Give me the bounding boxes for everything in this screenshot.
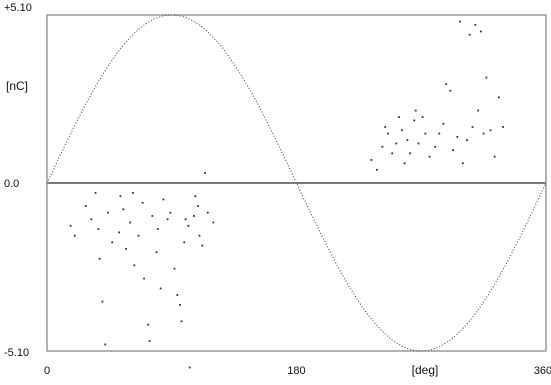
data-point: [198, 234, 201, 237]
data-point: [183, 241, 186, 244]
data-point: [468, 33, 471, 36]
data-point: [125, 247, 127, 250]
data-point: [375, 168, 378, 171]
data-point: [493, 155, 496, 158]
data-point: [384, 126, 387, 128]
data-point: [141, 201, 144, 204]
data-point: [479, 30, 482, 33]
data-point: [69, 224, 72, 227]
data-point: [485, 76, 488, 79]
data-point: [387, 132, 389, 135]
data-point: [187, 224, 190, 227]
data-point: [194, 195, 197, 198]
data-point: [180, 320, 183, 323]
data-point: [489, 129, 492, 132]
data-point: [212, 221, 215, 224]
data-point: [395, 142, 398, 145]
data-point: [442, 122, 445, 125]
data-point: [133, 264, 136, 267]
data-point: [413, 119, 416, 122]
data-point: [424, 132, 427, 135]
data-point: [381, 145, 384, 148]
data-point: [137, 234, 140, 237]
data-point: [151, 215, 154, 217]
y-tick-label-top: +5.10: [4, 2, 32, 14]
data-point: [143, 277, 145, 280]
data-point: [456, 135, 459, 138]
data-point: [452, 149, 455, 151]
data-point: [438, 132, 441, 135]
data-point: [459, 20, 461, 23]
data-point: [166, 218, 169, 221]
data-point: [94, 191, 97, 194]
data-point: [173, 267, 176, 270]
data-point: [197, 205, 199, 207]
data-point: [159, 287, 162, 290]
data-point: [204, 172, 206, 175]
data-point: [477, 109, 479, 112]
x-tick-label-360: 360: [534, 365, 551, 377]
data-point: [179, 303, 181, 306]
data-points-layer: [69, 20, 504, 369]
data-point: [434, 145, 437, 148]
data-point: [421, 116, 424, 119]
data-point: [403, 162, 406, 165]
data-point: [169, 211, 172, 214]
data-point: [428, 155, 431, 158]
data-point: [406, 139, 409, 142]
reference-sine-curve: [46, 14, 547, 352]
data-point: [104, 343, 107, 346]
data-point: [400, 129, 403, 132]
data-point: [107, 211, 109, 214]
data-point: [188, 366, 191, 369]
data-point: [398, 116, 400, 119]
data-point: [98, 257, 101, 260]
data-point: [84, 205, 87, 207]
data-point: [201, 244, 204, 247]
data-point: [148, 340, 151, 343]
data-point: [370, 159, 373, 161]
data-point: [119, 195, 122, 198]
data-point: [129, 221, 132, 224]
data-point: [156, 228, 159, 231]
data-point: [414, 109, 417, 112]
data-point: [409, 152, 412, 155]
data-point: [162, 198, 165, 201]
data-point: [90, 218, 93, 221]
data-point: [155, 251, 158, 254]
data-point: [73, 234, 76, 237]
data-point: [193, 215, 195, 217]
data-point: [132, 191, 134, 194]
x-tick-label-0: 0: [44, 365, 50, 377]
data-point: [417, 142, 420, 145]
y-tick-label-bottom: -5.10: [4, 347, 29, 359]
data-point: [147, 323, 150, 326]
x-unit-label: [deg]: [412, 363, 439, 377]
data-point: [497, 96, 500, 99]
data-point: [466, 139, 468, 142]
data-point: [445, 83, 448, 86]
data-point: [206, 211, 209, 214]
data-point: [122, 208, 125, 211]
data-point: [97, 228, 100, 231]
data-point: [118, 231, 120, 234]
data-point: [449, 89, 452, 92]
data-point: [502, 126, 504, 128]
data-point: [474, 23, 477, 26]
data-point: [482, 132, 485, 135]
data-point: [176, 294, 179, 296]
data-point: [111, 241, 114, 244]
x-tick-label-180: 180: [287, 365, 305, 377]
y-tick-label-zero: 0.0: [4, 178, 19, 190]
data-point: [184, 218, 187, 221]
data-point: [391, 152, 394, 155]
data-point: [101, 300, 104, 303]
data-point: [461, 162, 464, 165]
data-point: [471, 126, 474, 128]
y-unit-label: [nC]: [6, 79, 28, 93]
